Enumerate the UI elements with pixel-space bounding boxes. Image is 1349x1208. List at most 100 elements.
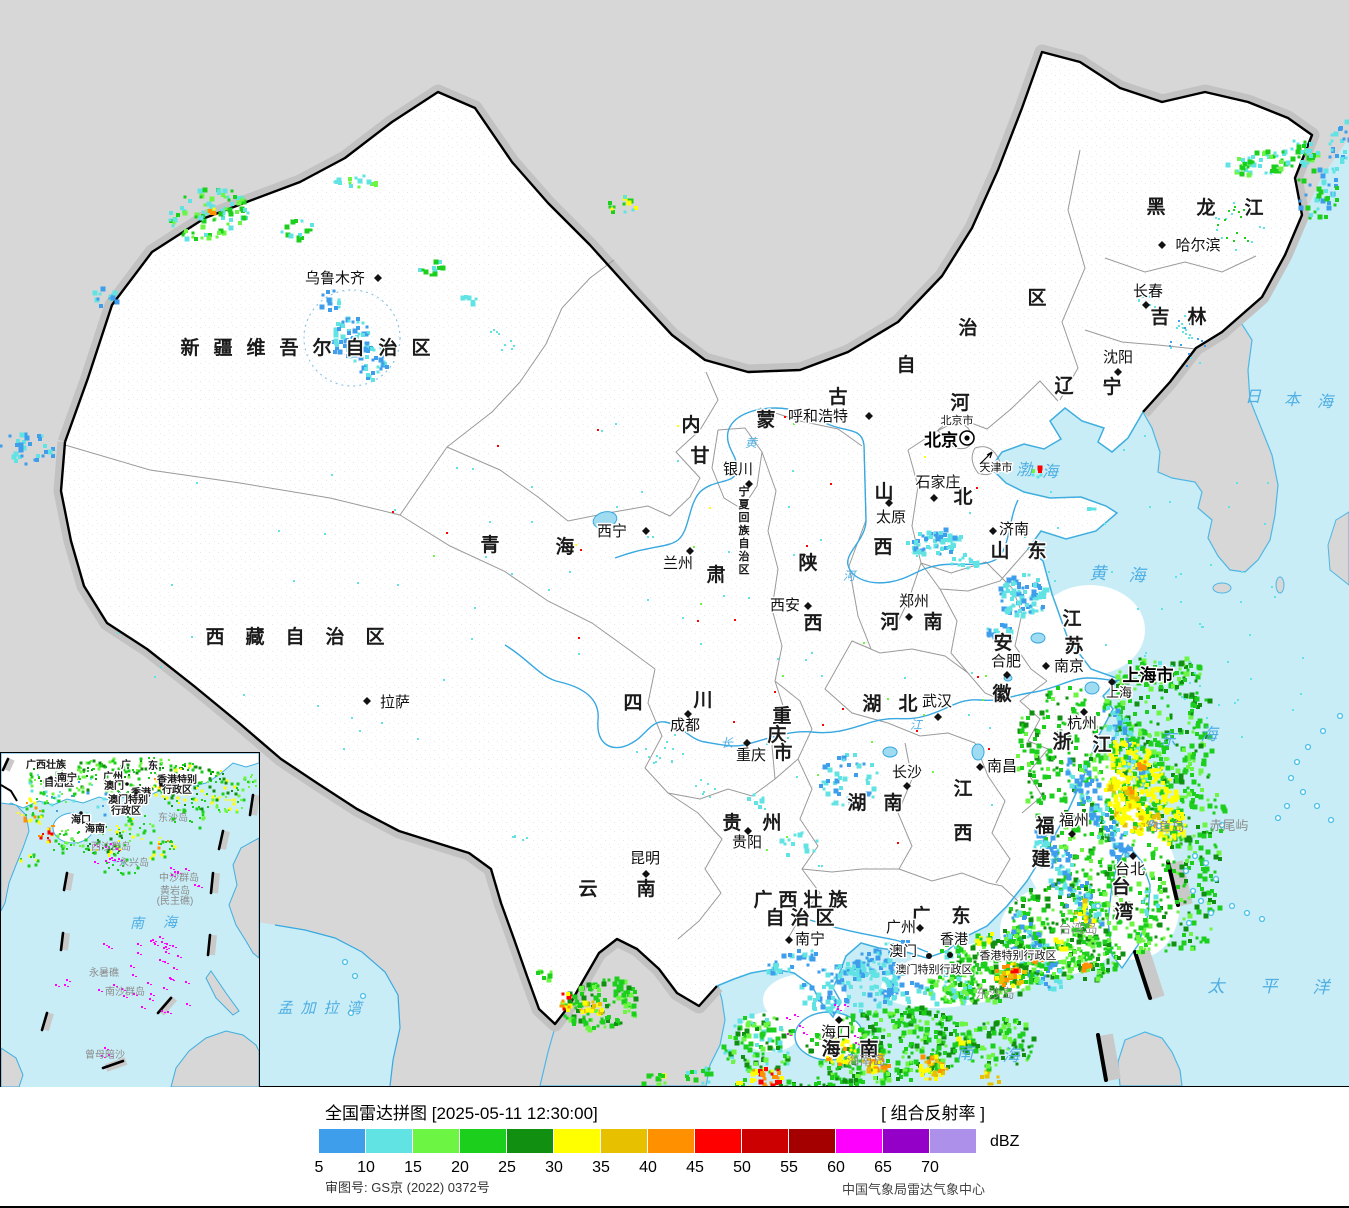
radar-echo-pixel <box>333 180 337 184</box>
radar-echo-pixel <box>592 1026 596 1030</box>
radar-echo-pixel <box>1049 962 1055 968</box>
radar-echo-pixel <box>1275 164 1279 168</box>
radar-echo-pixel <box>1050 951 1054 955</box>
radar-echo-pixel <box>1074 899 1080 905</box>
province-label: 山 <box>874 481 893 503</box>
radar-echo-pixel <box>972 999 978 1005</box>
radar-echo-pixel <box>936 979 940 983</box>
radar-echo-pixel <box>1247 240 1249 242</box>
radar-echo-pixel <box>1141 802 1145 806</box>
radar-echo-pixel <box>1008 910 1012 914</box>
radar-echo-pixel <box>989 727 991 729</box>
radar-echo-pixel <box>950 562 954 566</box>
radar-echo-pixel <box>1119 793 1123 797</box>
radar-echo-pixel <box>945 950 949 954</box>
radar-echo-pixel <box>466 295 472 301</box>
radar-echo-pixel <box>837 973 843 979</box>
radar-echo-pixel <box>761 1052 765 1056</box>
radar-echo-pixel <box>767 1037 773 1043</box>
admin-small-label: 天津市 <box>980 460 1013 474</box>
radar-echo-pixel <box>979 1045 985 1051</box>
main-map[interactable]: 新疆维吾尔自治区西藏自治区青海甘肃内蒙古自治区黑龙江吉林辽宁河北山西山东河南江苏… <box>0 0 1349 1088</box>
radar-echo-pixel <box>1107 921 1111 925</box>
radar-echo-pixel <box>1125 926 1129 930</box>
radar-echo-pixel <box>1185 329 1187 331</box>
radar-echo-pixel <box>1134 701 1140 707</box>
radar-echo-pixel <box>1187 911 1191 915</box>
radar-echo-pixel <box>1061 966 1065 970</box>
radar-echo-pixel <box>991 1030 997 1036</box>
radar-echo-pixel <box>28 442 32 446</box>
radar-echo-pixel <box>341 324 345 328</box>
radar-echo-pixel <box>944 1044 948 1048</box>
radar-echo-pixel <box>561 992 565 996</box>
radar-echo-pixel <box>818 865 820 867</box>
radar-echo-pixel <box>1190 773 1194 777</box>
radar-echo-pixel <box>940 546 944 550</box>
radar-echo-pixel <box>1132 742 1136 746</box>
radar-echo-pixel <box>511 348 513 350</box>
south-china-sea-inset[interactable]: 广西壮族 自治区 南宁广东广州 澳门 香港 香港特别 行政区 澳门特别 行政区 海口 海南 东沙岛 西沙… <box>0 752 260 1088</box>
radar-echo-pixel <box>1162 915 1166 919</box>
radar-echo-pixel <box>1057 724 1061 728</box>
radar-echo-pixel <box>1147 923 1153 929</box>
radar-echo-pixel <box>693 1070 697 1074</box>
radar-echo-pixel <box>842 758 846 762</box>
radar-echo-pixel <box>1165 825 1169 829</box>
radar-echo-pixel <box>888 948 894 954</box>
radar-echo-pixel <box>1057 867 1061 871</box>
radar-echo-pixel <box>1195 691 1199 695</box>
radar-echo-pixel <box>220 208 226 214</box>
radar-echo-pixel <box>1304 148 1310 154</box>
radar-echo-pixel <box>596 1024 600 1028</box>
radar-echo-pixel <box>1067 886 1073 892</box>
radar-echo-pixel <box>319 304 325 310</box>
radar-echo-pixel <box>1173 789 1179 795</box>
radar-echo-pixel <box>999 1049 1005 1055</box>
lakes <box>592 511 1100 761</box>
radar-echo-pixel <box>985 675 987 677</box>
radar-echo-pixel <box>1186 765 1190 769</box>
radar-echo-pixel <box>139 757 143 761</box>
radar-echo-pixel <box>1163 795 1167 799</box>
radar-echo-pixel <box>150 787 154 791</box>
radar-echo-pixel <box>1084 919 1088 923</box>
radar-echo-pixel <box>1088 813 1092 817</box>
radar-echo-pixel <box>102 764 106 768</box>
radar-echo-pixel <box>1112 726 1116 730</box>
radar-echo-pixel <box>1021 1048 1025 1052</box>
radar-echo-pixel <box>976 487 978 489</box>
radar-echo-pixel <box>433 259 439 265</box>
radar-echo-pixel <box>16 439 20 443</box>
radar-echo-pixel <box>351 336 355 340</box>
radar-echo-pixel <box>29 772 33 776</box>
radar-echo-pixel <box>1115 882 1121 888</box>
radar-echo-pixel <box>576 1009 580 1013</box>
radar-echo-pixel <box>920 1073 924 1077</box>
radar-echo-pixel <box>1080 884 1084 888</box>
radar-echo-pixel <box>821 865 823 867</box>
radar-echo-pixel <box>1317 214 1323 220</box>
radar-echo-pixel <box>753 1033 759 1039</box>
radar-echo-pixel <box>1012 954 1018 960</box>
radar-echo-pixel <box>924 1060 928 1064</box>
radar-echo-pixel <box>799 1083 803 1086</box>
radar-echo-pixel <box>907 1029 913 1035</box>
radar-echo-pixel <box>1151 801 1155 805</box>
radar-echo-pixel <box>1075 870 1079 874</box>
radar-echo-pixel <box>1202 876 1208 882</box>
radar-echo-pixel <box>1117 748 1121 752</box>
radar-echo-pixel <box>1062 920 1066 924</box>
radar-echo-pixel <box>1096 911 1102 917</box>
radar-echo-pixel <box>1151 754 1155 758</box>
radar-echo-pixel <box>565 1016 569 1020</box>
radar-echo-pixel <box>762 1013 766 1017</box>
radar-echo-pixel <box>1298 205 1304 211</box>
radar-echo-pixel <box>998 999 1002 1003</box>
radar-echo-pixel <box>1215 217 1217 219</box>
radar-echo-pixel <box>1010 970 1014 974</box>
city-marker <box>1068 830 1076 838</box>
radar-echo-pixel <box>1164 757 1168 761</box>
radar-echo-pixel <box>1331 191 1335 195</box>
radar-echo-pixel <box>1117 868 1123 874</box>
